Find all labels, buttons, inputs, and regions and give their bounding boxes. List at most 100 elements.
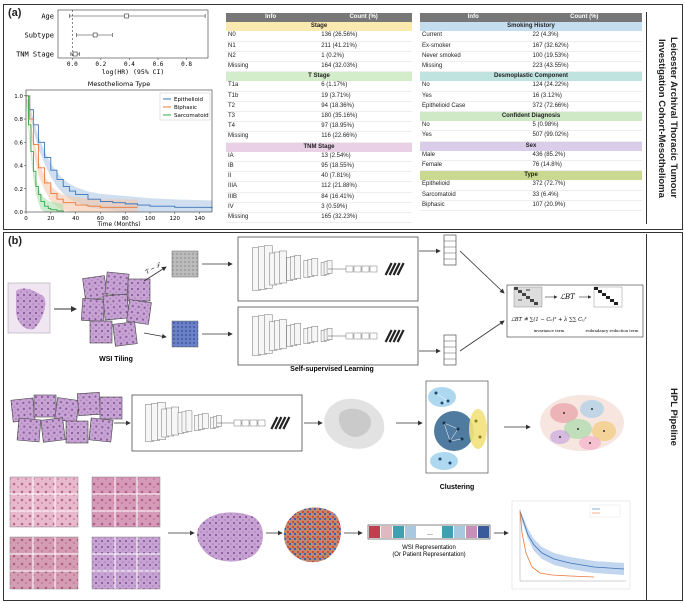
table-header-cell: Info [226,13,316,23]
info-cell: Missing [226,61,316,73]
info-cell: T1a [226,81,316,92]
table-row: Epithelioid 372 (72.7%) [420,180,642,191]
tile-grid-3 [9,536,79,590]
tile-mosaic [10,391,123,444]
table-row: Yes 16 (3.12%) [420,91,642,102]
section-title: Desmoplastic Component [420,71,642,82]
count-cell: 167 (32.62%) [526,41,642,52]
y-tick-label: 0.2 [14,187,23,193]
series-line [26,95,213,209]
info-cell: IV [226,202,316,214]
slide-thumbnail [197,512,263,562]
table-header-cell: Info [420,13,527,23]
info-cell: N0 [226,31,316,42]
side-title-line-2: Investigation Cohort-Mesothelioma [656,38,667,198]
count-cell: 223 (43.55%) [526,61,642,73]
table-row: IB 95 (18.55%) [226,161,412,173]
tile-grid-4 [91,536,161,590]
forest-estimate-marker [92,32,98,38]
x-tick-label: 100 [145,216,156,222]
panel-a-label: (a) [8,7,22,19]
count-cell: 97 (18.95%) [315,121,412,133]
augmented-tile-gray [171,250,199,278]
info-cell: Yes [420,91,527,102]
survival-chart: Mesothelioma Type 0.0 0.2 0.4 0.6 0.8 1.0 0 20 40… [14,80,213,226]
count-cell: 112 (21.88%) [315,181,412,193]
loss-formula: ℒBT ≜ ∑(1 − Cᵢᵢ)² + λ ∑∑ Cᵢⱼ² [511,316,587,323]
table-row: Missing 164 (32.03%) [226,61,412,73]
dense-block [369,332,378,340]
x-tick-label: 80 [122,216,129,222]
info-cell: N1 [226,41,316,52]
conv-block [202,413,209,429]
forest-frame [57,9,209,59]
clustering-graph [425,380,489,474]
info-cell: Yes [420,130,527,142]
count-cell: 95 (18.55%) [315,161,412,173]
info-cell: IIIA [226,181,316,193]
table-section: Desmoplastic Component [420,71,642,82]
embedding-cloud [324,398,385,449]
table-row: Sarcomatoid 33 (6.4%) [420,190,642,201]
table-row: Never smoked 100 (19.53%) [420,51,642,63]
count-cell: 33 (6.4%) [526,190,642,201]
dense-block [257,419,266,427]
info-cell: II [226,171,316,183]
dense-block [233,419,242,427]
barlow-twins-loss-box: ℒBT ℒBT ≜ ∑(1 − Cᵢᵢ)² + λ ∑∑ Cᵢⱼ² invari… [506,284,644,338]
ssl-label: Self-supervised Learning [290,366,374,373]
forest-estimate-marker [72,51,78,57]
forest-row-label: TNM Stage [16,51,54,59]
table-row: IIIB 84 (16.41%) [226,192,412,203]
count-cell: 507 (99.02%) [526,130,642,142]
table-row: Epithelioid Case 372 (72.66%) [420,101,642,113]
side-title-line-1: Leicester Archival Thoracic Tumour [668,37,679,199]
y-tick-label: 0.0 [14,210,23,216]
x-axis-label: Time (Months) [96,221,140,226]
projection-head [388,262,397,276]
projection-head [396,329,405,343]
info-cell: Missing [420,61,527,73]
table-row: IIIA 112 (21.88%) [226,181,412,193]
info-cell: No [420,81,527,92]
projection-head [384,262,393,276]
table-row: T2 94 (18.36%) [226,101,412,113]
legend-entry: Epithelioid [174,97,203,103]
series-line [26,95,64,212]
table-section: Stage [226,22,412,32]
conv-block [294,255,301,279]
x-tick-label: 140 [194,216,205,222]
projection-head [392,329,401,343]
series-band [26,95,212,212]
table-row: Yes 507 (99.02%) [420,130,642,142]
count-cell: 76 (14.8%) [526,160,642,172]
ellipsis: ... [427,530,433,537]
info-cell: IIIB [226,192,316,203]
info-cell: IA [226,151,316,163]
table-row: No 124 (24.22%) [420,81,642,92]
augmented-tile-blue [171,320,199,348]
count-cell: 94 (18.36%) [315,101,412,113]
forest-row-label: Age [41,13,54,21]
count-cell: 19 (3.71%) [315,91,412,102]
panel-b-side-title: HPL Pipeline [646,234,679,600]
info-cell: Epithelioid [420,180,527,191]
table-row: Missing 223 (43.55%) [420,61,642,73]
count-cell: 13 (2.54%) [315,151,412,163]
count-cell: 180 (35.16%) [315,111,412,123]
y-tick-label: 0.4 [14,164,23,170]
projection-head [392,262,401,276]
clustering-label: Clustering [440,484,475,491]
x-tick-label: 20 [47,216,54,222]
section-title: TNM Stage [226,142,412,152]
table-row: Current 22 (4.3%) [420,31,642,42]
conv-block [216,415,222,427]
conv-block [171,406,179,436]
table-row: N1 211 (41.21%) [226,41,412,52]
series-band [26,95,64,212]
count-cell: 107 (20.9%) [526,200,642,212]
dense-block [361,265,370,273]
info-cell: Epithelioid Case [420,101,527,113]
encoder-bottom [237,306,419,366]
section-title: T Stage [226,71,412,82]
